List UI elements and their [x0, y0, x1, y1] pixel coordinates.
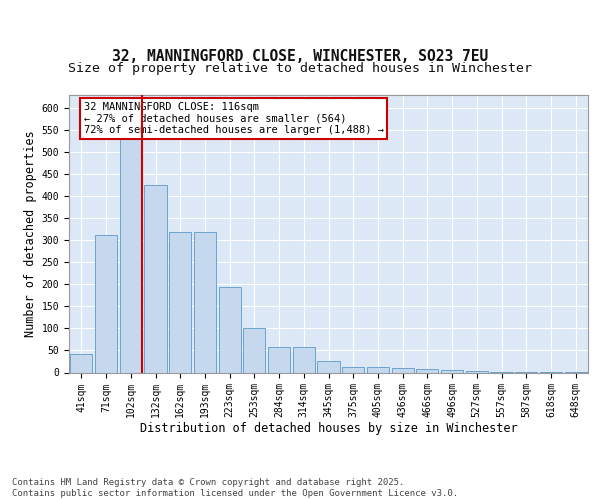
Bar [416, 370, 439, 372]
Bar [218, 286, 241, 372]
Bar [342, 367, 364, 372]
Bar [392, 368, 414, 372]
Bar [95, 235, 117, 372]
Text: Size of property relative to detached houses in Winchester: Size of property relative to detached ho… [68, 62, 532, 75]
Bar [194, 232, 216, 372]
Text: 32 MANNINGFORD CLOSE: 116sqm
← 27% of detached houses are smaller (564)
72% of s: 32 MANNINGFORD CLOSE: 116sqm ← 27% of de… [84, 102, 384, 135]
Bar [119, 124, 142, 372]
Bar [145, 186, 167, 372]
Y-axis label: Number of detached properties: Number of detached properties [25, 130, 37, 337]
Bar [169, 232, 191, 372]
Text: 32, MANNINGFORD CLOSE, WINCHESTER, SO23 7EU: 32, MANNINGFORD CLOSE, WINCHESTER, SO23 … [112, 49, 488, 64]
Bar [466, 371, 488, 372]
Bar [70, 354, 92, 372]
X-axis label: Distribution of detached houses by size in Winchester: Distribution of detached houses by size … [140, 422, 517, 434]
Bar [317, 362, 340, 372]
Bar [243, 328, 265, 372]
Bar [441, 370, 463, 372]
Bar [268, 348, 290, 372]
Bar [367, 367, 389, 372]
Bar [293, 348, 315, 372]
Text: Contains HM Land Registry data © Crown copyright and database right 2025.
Contai: Contains HM Land Registry data © Crown c… [12, 478, 458, 498]
